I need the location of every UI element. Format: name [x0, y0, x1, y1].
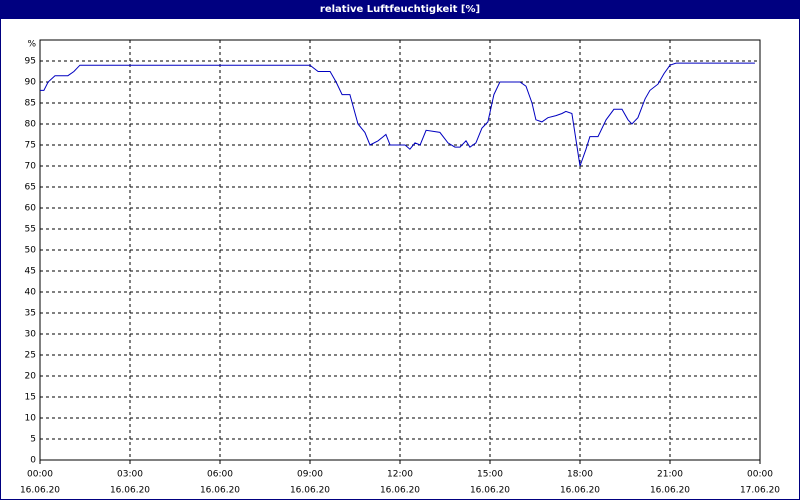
x-tick-date: 16.06.20	[290, 486, 330, 496]
x-tick-date: 16.06.20	[200, 486, 240, 496]
x-tick-label: 21:00	[657, 470, 683, 480]
plot-area	[39, 39, 761, 461]
x-tick-date: 17.06.20	[740, 486, 780, 496]
y-tick-label: 90	[25, 78, 37, 88]
y-tick-label: 65	[25, 183, 36, 193]
x-tick-label: 09:00	[297, 470, 323, 480]
y-tick-label: 25	[25, 351, 36, 361]
chart-title: relative Luftfeuchtigkeit [%]	[320, 4, 480, 15]
x-tick-date: 16.06.20	[20, 486, 60, 496]
y-tick-label: 20	[25, 372, 37, 382]
y-tick-label: 5	[30, 435, 36, 445]
y-tick-label: 15	[25, 393, 36, 403]
y-tick-label: 75	[25, 141, 36, 151]
x-tick-date: 16.06.20	[380, 486, 420, 496]
y-tick-label: 10	[25, 414, 37, 424]
y-tick-label: 30	[25, 330, 37, 340]
y-tick-label: 0	[30, 456, 36, 466]
x-tick-label: 00:00	[27, 470, 53, 480]
x-tick-label: 03:00	[117, 470, 143, 480]
y-tick-label: 40	[25, 288, 37, 298]
x-tick-date: 16.06.20	[650, 486, 690, 496]
x-tick-date: 16.06.20	[470, 486, 510, 496]
x-tick-date: 16.06.20	[560, 486, 600, 496]
y-tick-label: 45	[25, 267, 36, 277]
y-tick-label: 35	[25, 309, 36, 319]
x-tick-label: 18:00	[567, 470, 593, 480]
y-tick-label: 70	[25, 162, 37, 172]
y-tick-label: 50	[25, 246, 37, 256]
x-tick-label: 00:00	[747, 470, 773, 480]
data-line	[40, 62, 755, 167]
y-axis-label: %	[27, 40, 36, 50]
x-tick-label: 06:00	[207, 470, 233, 480]
x-tick-date: 16.06.20	[110, 486, 150, 496]
y-tick-label: 85	[25, 99, 36, 109]
y-tick-label: 80	[25, 120, 37, 130]
y-tick-label: 55	[25, 225, 36, 235]
title-bar	[0, 0, 800, 18]
y-tick-label: 60	[25, 204, 37, 214]
y-tick-label: 95	[25, 57, 36, 67]
x-tick-label: 12:00	[387, 470, 413, 480]
x-tick-label: 15:00	[477, 470, 503, 480]
